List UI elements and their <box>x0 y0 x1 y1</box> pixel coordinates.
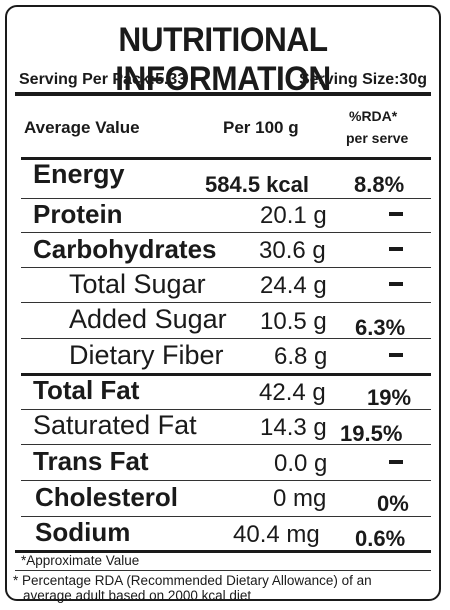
serving-per-pack: Serving Per Pack:5.33 <box>19 71 187 88</box>
rda-dash-dietary-fiber <box>389 353 403 357</box>
nutrient-amount-trans-fat: 0.0 g <box>274 450 328 477</box>
nutrient-amount-sodium: 40.4 mg <box>233 521 320 548</box>
footnote-rda-line2: average adult based on 2000 kcal diet <box>23 588 252 603</box>
serving-info: Serving Per Pack:5.33 Serving Size:30g <box>15 69 431 91</box>
nutrient-name-saturated-fat: Saturated Fat <box>33 410 197 440</box>
nutrient-amount-added-sugar: 10.5 g <box>260 308 327 335</box>
nutrient-name-sodium: Sodium <box>35 517 131 547</box>
nutrient-rda-total-fat: 19% <box>367 385 412 410</box>
divider-header <box>21 157 431 160</box>
divider-section <box>21 373 431 376</box>
row-divider <box>21 198 431 199</box>
nutrient-rda-cholesterol: 0% <box>377 491 409 516</box>
rda-dash-protein <box>389 212 403 216</box>
header-average-value: Average Value <box>24 118 140 137</box>
nutrient-rda-sodium: 0.6% <box>355 526 406 551</box>
label-title: NUTRITIONAL INFORMATION <box>115 21 331 98</box>
nutrient-name-cholesterol: Cholesterol <box>35 482 179 512</box>
nutrient-name-energy: Energy <box>33 159 125 189</box>
divider-footer <box>15 550 431 553</box>
nutrient-amount-total-sugar: 24.4 g <box>260 272 327 299</box>
nutrient-rda-saturated-fat: 19.5% <box>340 421 403 446</box>
row-divider <box>21 267 431 268</box>
row-divider <box>21 232 431 233</box>
row-divider <box>21 516 431 517</box>
rda-dash-carbohydrates <box>389 247 403 251</box>
divider-footnote <box>15 570 431 571</box>
nutrient-amount-energy: 584.5 kcal <box>205 172 309 197</box>
nutrient-amount-carbohydrates: 30.6 g <box>259 237 326 264</box>
nutrient-rda-energy: 8.8% <box>354 172 405 197</box>
nutrient-name-total-fat: Total Fat <box>33 375 140 405</box>
rda-dash-trans-fat <box>389 460 403 464</box>
nutrient-name-added-sugar: Added Sugar <box>69 304 227 334</box>
nutrition-label: NUTRITIONAL INFORMATION Serving Per Pack… <box>5 5 441 603</box>
row-divider <box>21 409 431 410</box>
header-per-serve: per serve <box>346 130 409 146</box>
nutrient-amount-protein: 20.1 g <box>260 202 327 229</box>
footnote-rda-line1: * Percentage RDA (Recommended Dietary Al… <box>13 573 372 588</box>
nutrient-rda-added-sugar: 6.3% <box>355 315 406 340</box>
nutrient-name-dietary-fiber: Dietary Fiber <box>69 340 224 370</box>
serving-size: Serving Size:30g <box>298 71 427 88</box>
row-divider <box>21 444 431 445</box>
header-rda: %RDA* <box>349 108 398 124</box>
header-per-100g: Per 100 g <box>223 118 299 137</box>
divider-thick-top <box>15 92 431 96</box>
nutrient-amount-dietary-fiber: 6.8 g <box>274 343 328 370</box>
nutrient-amount-saturated-fat: 14.3 g <box>260 414 327 441</box>
row-divider <box>21 480 431 481</box>
nutrient-name-carbohydrates: Carbohydrates <box>33 234 217 264</box>
row-divider <box>21 338 431 339</box>
nutrient-name-protein: Protein <box>33 199 123 229</box>
rda-dash-total-sugar <box>389 282 403 286</box>
row-divider <box>21 302 431 303</box>
nutrient-amount-total-fat: 42.4 g <box>259 379 326 406</box>
nutrient-amount-cholesterol: 0 mg <box>273 485 327 512</box>
nutrient-name-total-sugar: Total Sugar <box>69 269 206 299</box>
nutrient-name-trans-fat: Trans Fat <box>33 446 149 476</box>
footnote-approx: *Approximate Value <box>21 553 140 568</box>
